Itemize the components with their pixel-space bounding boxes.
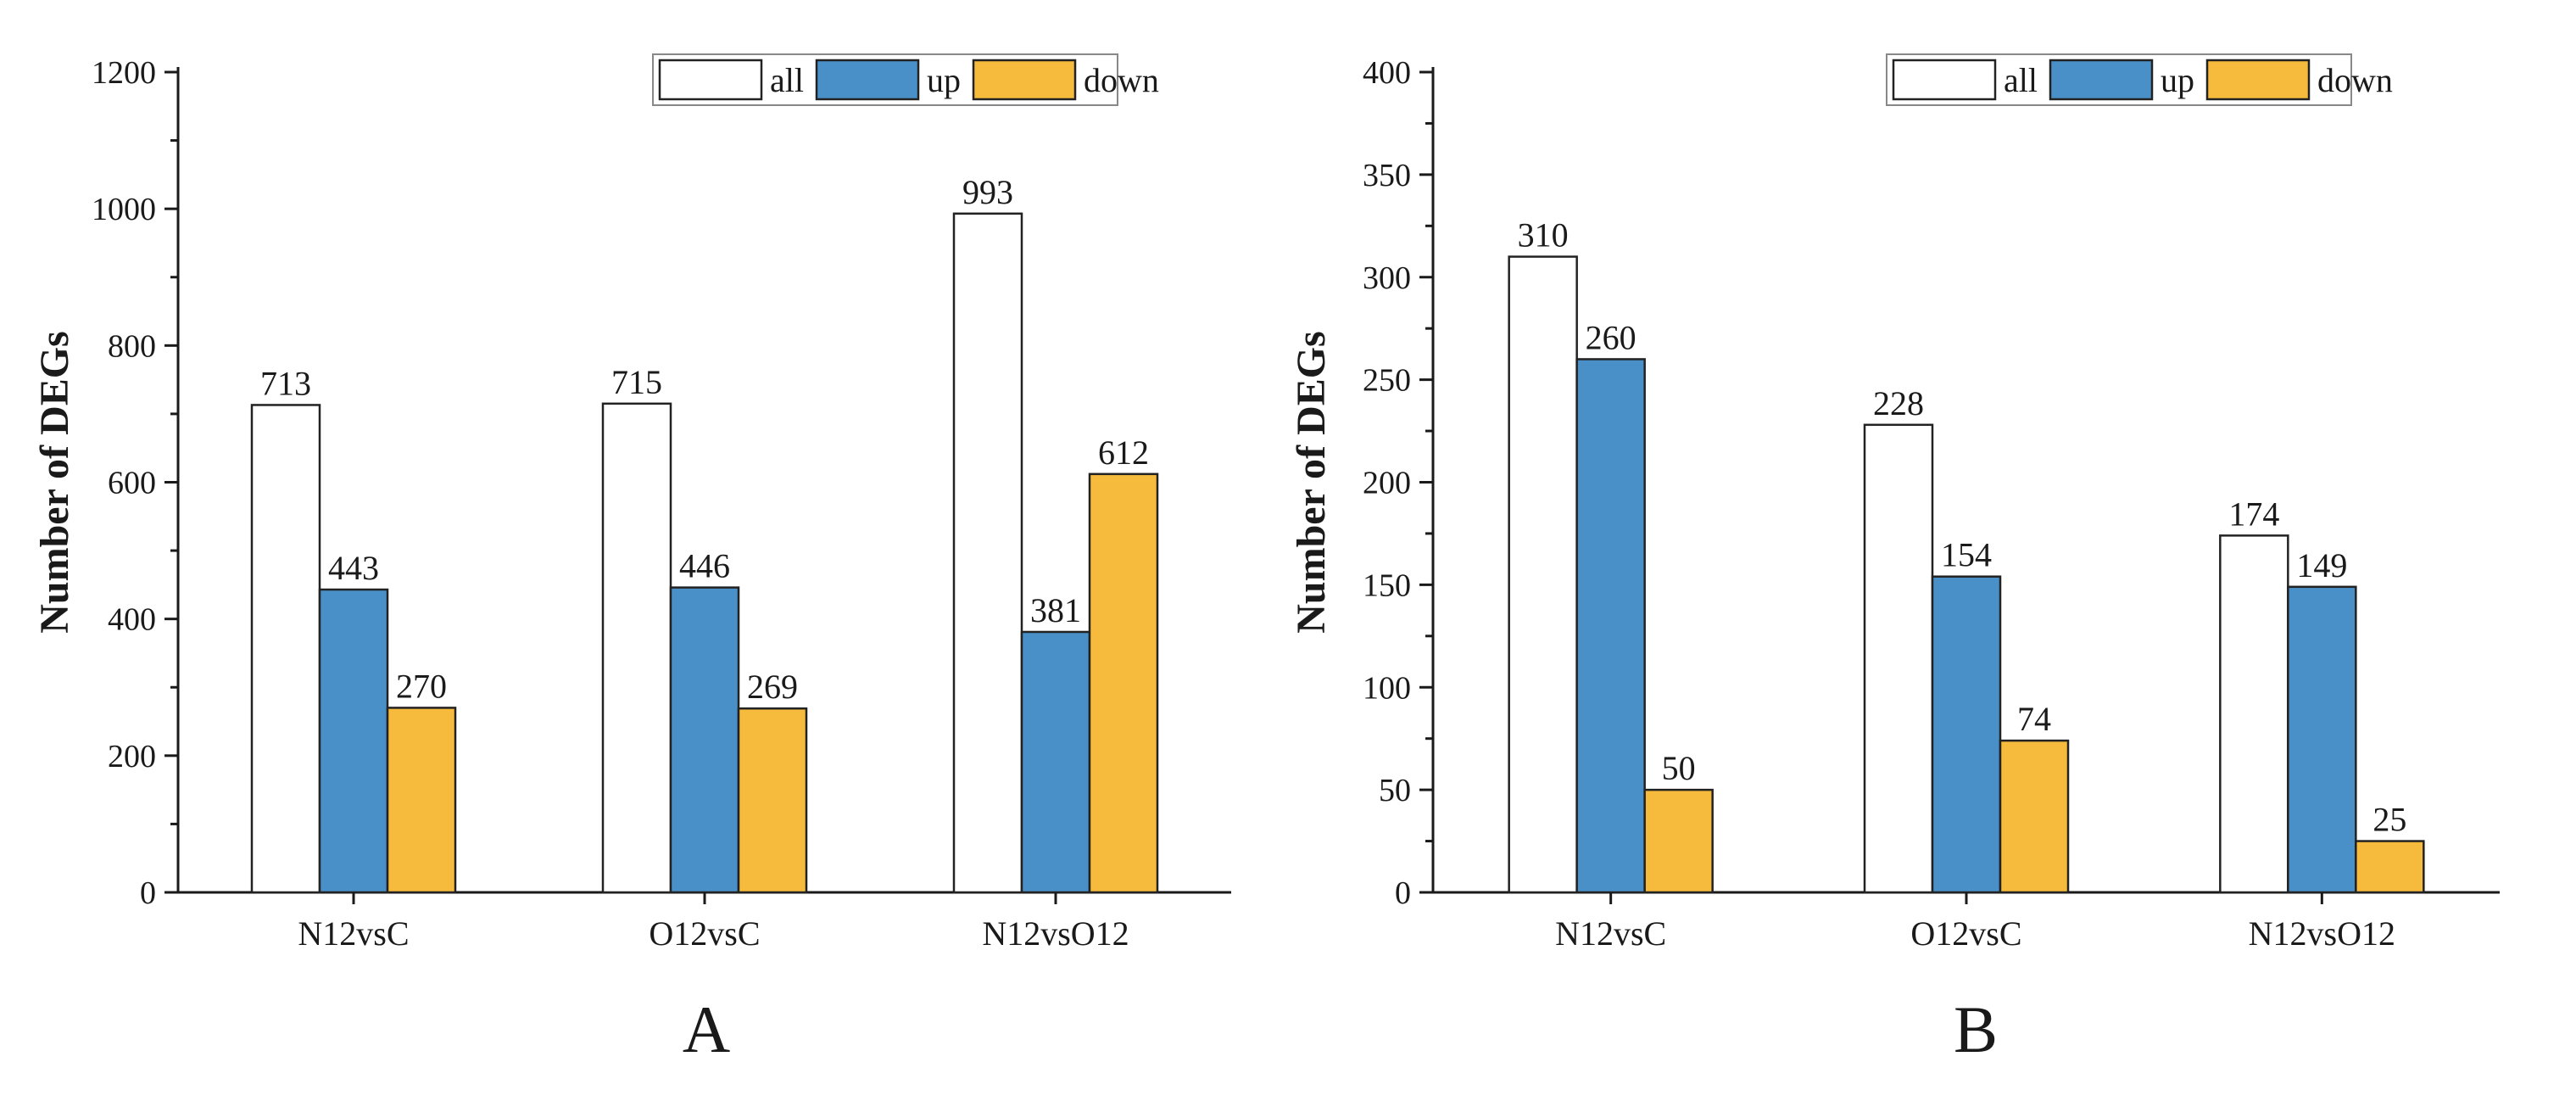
y-tick-label: 0 bbox=[140, 875, 156, 911]
panel-label: A bbox=[683, 992, 730, 1066]
data-label-up-N12vsC: 443 bbox=[328, 549, 379, 587]
legend-label-up: up bbox=[2161, 61, 2194, 99]
legend-swatch-all bbox=[1892, 59, 1997, 101]
bar-down-N12vsC bbox=[1643, 788, 1714, 894]
y-tick-label: 350 bbox=[1363, 158, 1411, 193]
y-tick-label: 400 bbox=[108, 602, 156, 638]
bar-down-N12vsO12 bbox=[1088, 472, 1159, 894]
data-label-down-N12vsO12: 25 bbox=[2372, 801, 2406, 839]
data-label-up-N12vsO12: 381 bbox=[1030, 591, 1081, 629]
legend-label-all: all bbox=[2004, 61, 2038, 99]
bar-all-N12vsO12 bbox=[2219, 534, 2289, 894]
legend-label-all: all bbox=[770, 61, 804, 99]
bar-all-N12vsO12 bbox=[952, 212, 1023, 894]
legend-label-down: down bbox=[1084, 61, 1159, 99]
bar-down-O12vsC bbox=[1999, 739, 2070, 894]
legend-swatch-all bbox=[658, 59, 763, 101]
bar-down-N12vsC bbox=[386, 707, 457, 894]
y-tick-label: 250 bbox=[1363, 363, 1411, 399]
y-tick-label: 150 bbox=[1363, 567, 1411, 603]
bar-down-N12vsO12 bbox=[2355, 840, 2425, 894]
y-axis-title: Number of DEGs bbox=[32, 331, 77, 633]
data-label-all-N12vsO12: 993 bbox=[962, 173, 1013, 211]
y-axis-title: Number of DEGs bbox=[1289, 331, 1334, 633]
x-tick-label: N12vsC bbox=[1555, 914, 1666, 953]
legend-swatch-down bbox=[2205, 59, 2311, 101]
bar-up-O12vsC bbox=[1931, 575, 2002, 894]
y-tick-label: 200 bbox=[1363, 466, 1411, 501]
bar-up-N12vsO12 bbox=[2287, 585, 2357, 894]
data-label-down-O12vsC: 269 bbox=[747, 668, 798, 706]
y-tick-label: 200 bbox=[108, 739, 156, 774]
bar-up-N12vsC bbox=[1575, 358, 1646, 894]
data-label-down-N12vsO12: 612 bbox=[1098, 433, 1149, 472]
y-tick-label: 1000 bbox=[92, 192, 156, 227]
data-label-down-O12vsC: 74 bbox=[2017, 700, 2051, 738]
bar-all-O12vsC bbox=[601, 402, 672, 894]
legend-swatch-down bbox=[972, 59, 1077, 101]
data-label-all-N12vsC: 310 bbox=[1518, 216, 1569, 254]
data-label-up-O12vsC: 154 bbox=[1941, 536, 1992, 574]
legend-label-down: down bbox=[2317, 61, 2393, 99]
y-tick-label: 1200 bbox=[92, 55, 156, 91]
data-label-up-O12vsC: 446 bbox=[679, 547, 730, 585]
bar-all-O12vsC bbox=[1863, 423, 1934, 894]
x-tick-label: O12vsC bbox=[649, 914, 760, 953]
data-label-all-O12vsC: 715 bbox=[611, 363, 662, 401]
chart-panel-b: 0 50 100 150 200 250 300 350 400 Number of DEGs 31… bbox=[1289, 53, 2500, 1066]
bar-up-N12vsO12 bbox=[1020, 630, 1091, 894]
data-label-down-N12vsC: 50 bbox=[1662, 749, 1696, 787]
data-label-up-N12vsC: 260 bbox=[1586, 318, 1636, 356]
panel-label: B bbox=[1954, 992, 1998, 1066]
legend-swatch-up bbox=[815, 59, 920, 101]
data-label-all-N12vsO12: 174 bbox=[2228, 495, 2279, 533]
y-tick-label: 100 bbox=[1363, 670, 1411, 706]
legend: all up down bbox=[1886, 53, 2393, 106]
chart-panel-a: 0 200 400 600 800 1000 1200 Number of DEGs 713 44… bbox=[32, 53, 1231, 1066]
data-label-down-N12vsC: 270 bbox=[396, 667, 447, 705]
legend-label-up: up bbox=[927, 61, 961, 99]
y-tick-label: 800 bbox=[108, 328, 156, 364]
x-tick-label: N12vsO12 bbox=[2249, 914, 2395, 953]
y-tick-label: 300 bbox=[1363, 260, 1411, 296]
x-tick-label: N12vsC bbox=[298, 914, 409, 953]
data-label-up-N12vsO12: 149 bbox=[2296, 546, 2347, 584]
x-tick-label: N12vsO12 bbox=[982, 914, 1129, 953]
data-label-all-O12vsC: 228 bbox=[1873, 384, 1924, 422]
bar-up-N12vsC bbox=[318, 588, 389, 894]
legend-swatch-up bbox=[2049, 59, 2154, 101]
legend: all up down bbox=[652, 53, 1159, 106]
x-tick-label: O12vsC bbox=[1910, 914, 2021, 953]
bar-all-N12vsC bbox=[1508, 255, 1578, 894]
y-tick-label: 50 bbox=[1379, 773, 1411, 808]
bar-all-N12vsC bbox=[250, 404, 321, 894]
bar-up-O12vsC bbox=[669, 586, 740, 894]
y-tick-label: 600 bbox=[108, 466, 156, 501]
bar-down-O12vsC bbox=[737, 707, 808, 894]
y-tick-label: 0 bbox=[1395, 875, 1411, 911]
data-label-all-N12vsC: 713 bbox=[260, 364, 311, 402]
y-tick-label: 400 bbox=[1363, 55, 1411, 91]
